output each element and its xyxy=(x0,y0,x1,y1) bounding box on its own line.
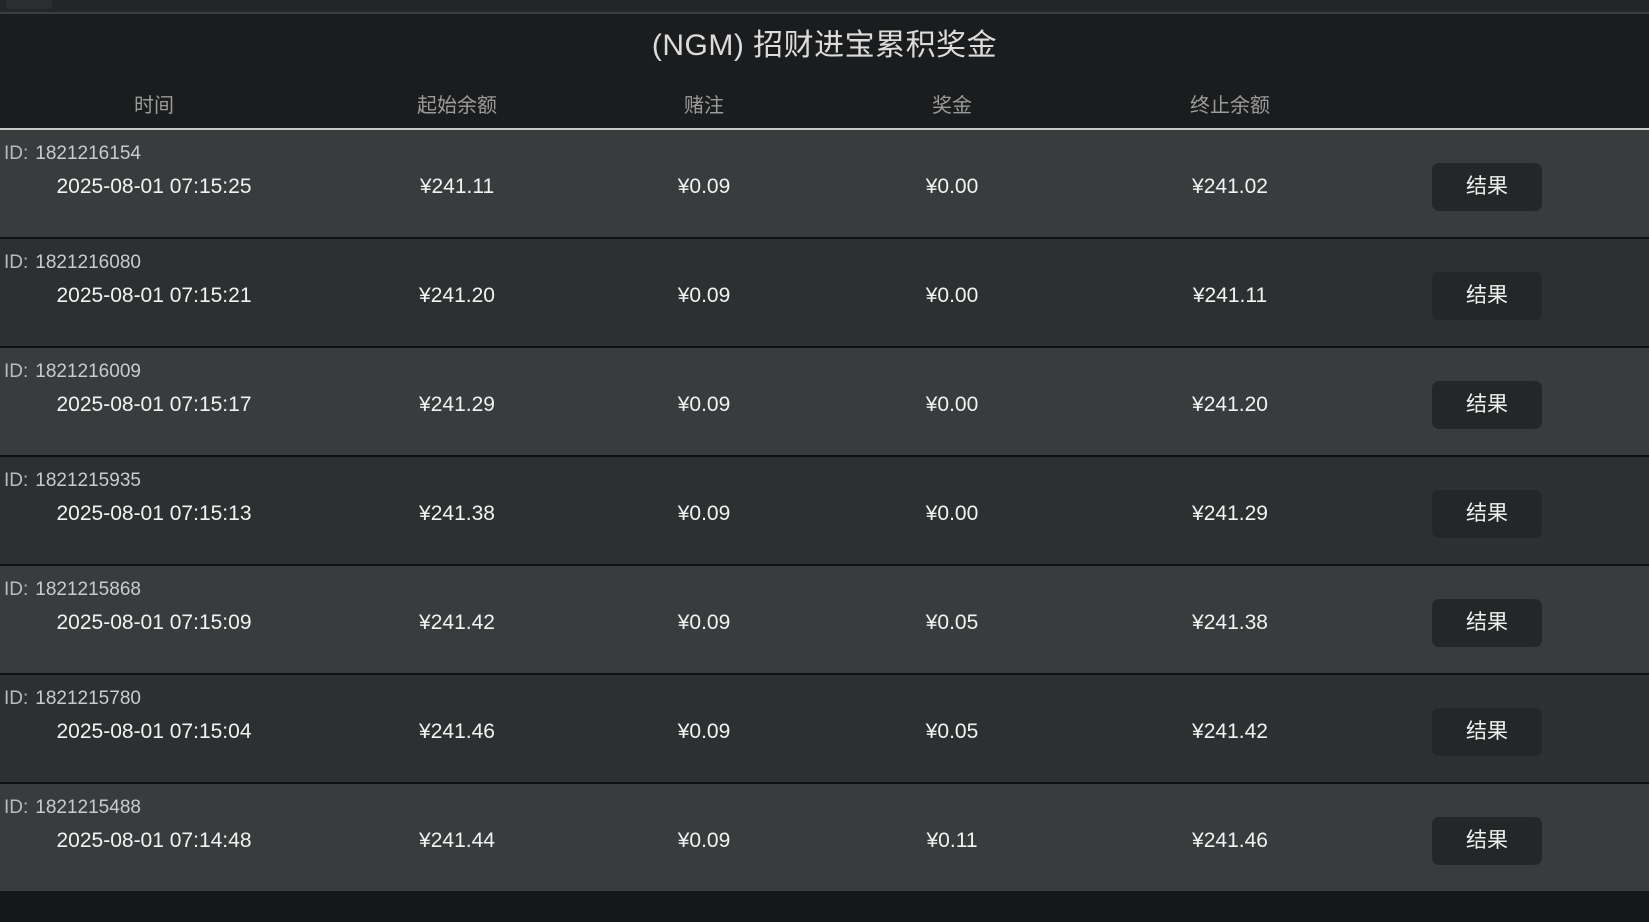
result-button[interactable]: 结果 xyxy=(1432,817,1542,865)
table-row[interactable]: ID: 1821216080 2025-08-01 07:15:21 ¥241.2… xyxy=(0,237,1649,346)
cell-prize: ¥0.00 xyxy=(925,393,979,416)
cell-bet: ¥0.09 xyxy=(677,175,731,198)
cell-prize: ¥0.00 xyxy=(925,175,979,198)
row-id-value: 1821215488 xyxy=(35,797,141,818)
cell-end-balance: ¥241.20 xyxy=(1192,393,1268,416)
row-id: ID: 1821216154 xyxy=(4,143,141,165)
cell-end-balance: ¥241.11 xyxy=(1192,284,1268,307)
cell-prize: ¥0.11 xyxy=(926,829,978,852)
row-id-label: ID: xyxy=(4,252,29,273)
row-id-value: 1821215868 xyxy=(35,579,141,600)
result-button[interactable]: 结果 xyxy=(1432,708,1542,756)
cell-start-balance: ¥241.42 xyxy=(419,611,495,634)
row-id-value: 1821216009 xyxy=(35,361,141,382)
cell-end-balance: ¥241.42 xyxy=(1192,720,1268,743)
result-button[interactable]: 结果 xyxy=(1432,490,1542,538)
cell-time: 2025-08-01 07:15:25 xyxy=(56,175,252,198)
cell-bet: ¥0.09 xyxy=(677,720,731,743)
row-id-label: ID: xyxy=(4,470,29,491)
table-row[interactable]: ID: 1821216154 2025-08-01 07:15:25 ¥241.1… xyxy=(0,128,1649,237)
transaction-list[interactable]: ID: 1821216154 2025-08-01 07:15:25 ¥241.1… xyxy=(0,128,1649,922)
cell-bet: ¥0.09 xyxy=(677,502,731,525)
row-id-label: ID: xyxy=(4,688,29,709)
row-id-value: 1821216080 xyxy=(35,252,141,273)
table-row[interactable]: ID: 1821215868 2025-08-01 07:15:09 ¥241.4… xyxy=(0,564,1649,673)
row-id: ID: 1821215780 xyxy=(4,688,141,710)
table-row[interactable]: ID: 1821215488 2025-08-01 07:14:48 ¥241.4… xyxy=(0,782,1649,891)
cell-prize: ¥0.05 xyxy=(925,720,979,743)
cell-start-balance: ¥241.29 xyxy=(419,393,495,416)
cell-end-balance: ¥241.29 xyxy=(1192,502,1268,525)
result-button[interactable]: 结果 xyxy=(1432,272,1542,320)
column-header-time: 时间 xyxy=(134,95,174,117)
cell-time: 2025-08-01 07:15:04 xyxy=(56,720,252,743)
cell-time: 2025-08-01 07:15:09 xyxy=(56,611,252,634)
column-header-bet: 赌注 xyxy=(684,95,724,117)
column-header-prize: 奖金 xyxy=(932,95,972,117)
cell-time: 2025-08-01 07:14:48 xyxy=(56,829,252,852)
cell-bet: ¥0.09 xyxy=(677,611,731,634)
browser-chrome-strip xyxy=(0,0,1649,12)
cell-start-balance: ¥241.46 xyxy=(419,720,495,743)
row-id-label: ID: xyxy=(4,143,29,164)
page-title: (NGM) 招财进宝累积奖金 xyxy=(651,29,998,62)
result-button[interactable]: 结果 xyxy=(1432,163,1542,211)
column-header-start-balance: 起始余额 xyxy=(417,95,497,117)
row-id-value: 1821215935 xyxy=(35,470,141,491)
row-id-value: 1821215780 xyxy=(35,688,141,709)
cell-start-balance: ¥241.11 xyxy=(419,175,495,198)
row-id: ID: 1821215868 xyxy=(4,579,141,601)
chrome-divider xyxy=(0,12,1649,14)
column-header-end-balance: 终止余额 xyxy=(1190,95,1270,117)
result-button[interactable]: 结果 xyxy=(1432,599,1542,647)
cell-prize: ¥0.05 xyxy=(925,611,979,634)
row-id: ID: 1821216080 xyxy=(4,252,141,274)
cell-time: 2025-08-01 07:15:13 xyxy=(56,502,252,525)
cell-end-balance: ¥241.02 xyxy=(1192,175,1268,198)
cell-prize: ¥0.00 xyxy=(925,284,979,307)
row-id: ID: 1821215488 xyxy=(4,797,141,819)
cell-time: 2025-08-01 07:15:17 xyxy=(56,393,252,416)
column-header-row: 时间 起始余额 赌注 奖金 终止余额 xyxy=(0,84,1649,128)
row-id-label: ID: xyxy=(4,797,29,818)
cell-time: 2025-08-01 07:15:21 xyxy=(56,284,252,307)
browser-tab-ghost[interactable] xyxy=(6,0,52,9)
cell-bet: ¥0.09 xyxy=(677,284,731,307)
row-id-value: 1821216154 xyxy=(35,143,141,164)
cell-prize: ¥0.00 xyxy=(925,502,979,525)
cell-bet: ¥0.09 xyxy=(677,829,731,852)
page-header: (NGM) 招财进宝累积奖金 时间 起始余额 赌注 奖金 终止余额 xyxy=(0,14,1649,128)
row-id: ID: 1821215935 xyxy=(4,470,141,492)
result-button[interactable]: 结果 xyxy=(1432,381,1542,429)
cell-start-balance: ¥241.44 xyxy=(419,829,495,852)
table-row[interactable]: ID: 1821215780 2025-08-01 07:15:04 ¥241.4… xyxy=(0,673,1649,782)
cell-start-balance: ¥241.20 xyxy=(419,284,495,307)
cell-end-balance: ¥241.38 xyxy=(1192,611,1268,634)
table-row[interactable]: ID: 1821215935 2025-08-01 07:15:13 ¥241.3… xyxy=(0,455,1649,564)
row-id: ID: 1821216009 xyxy=(4,361,141,383)
row-id-label: ID: xyxy=(4,361,29,382)
cell-bet: ¥0.09 xyxy=(677,393,731,416)
cell-end-balance: ¥241.46 xyxy=(1192,829,1268,852)
cell-start-balance: ¥241.38 xyxy=(419,502,495,525)
table-row[interactable]: ID: 1821216009 2025-08-01 07:15:17 ¥241.2… xyxy=(0,346,1649,455)
row-id-label: ID: xyxy=(4,579,29,600)
